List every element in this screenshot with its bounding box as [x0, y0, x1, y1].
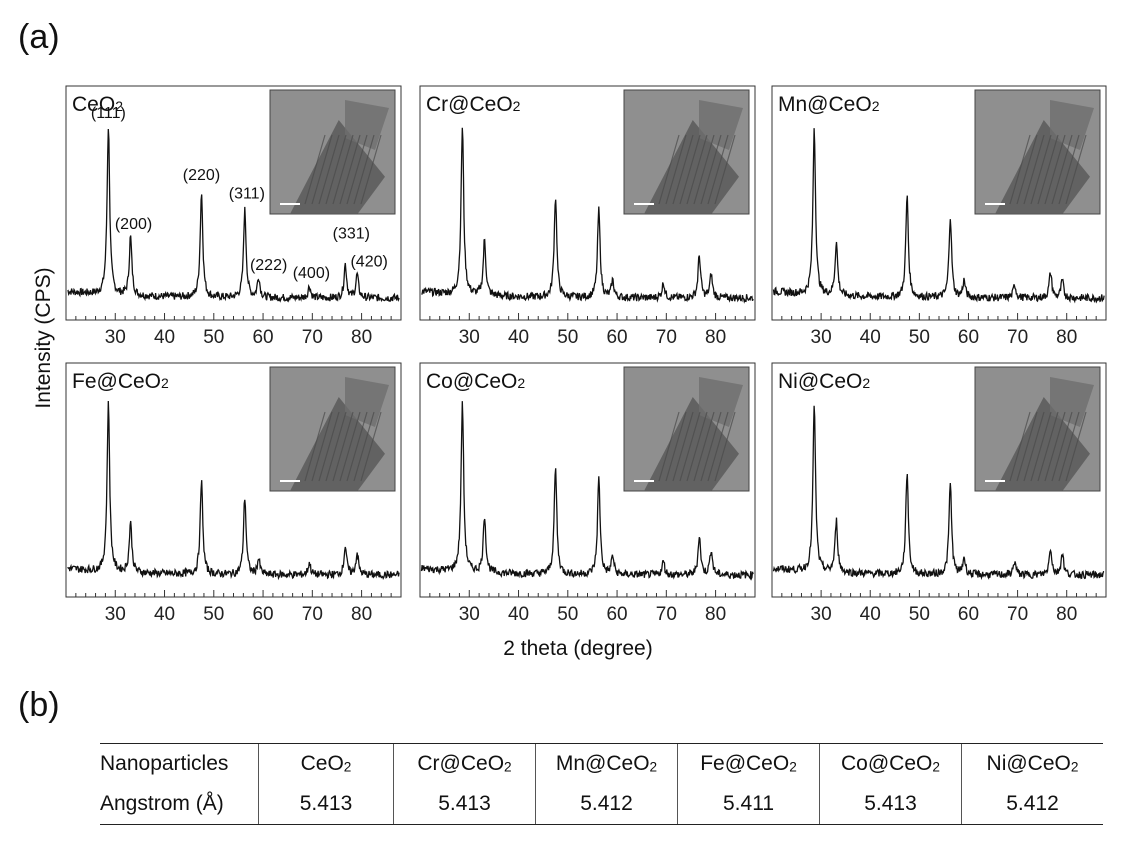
- x-tick-label: 50: [203, 327, 224, 348]
- xrd-trace: [420, 401, 754, 581]
- x-tick-label: 40: [154, 327, 175, 348]
- x-tick-label: 70: [1007, 327, 1028, 348]
- x-tick-label: 30: [105, 327, 126, 348]
- x-tick-label: 30: [105, 604, 126, 625]
- table-row: Angstrom (Å) 5.413 5.413 5.412 5.411 5.413 5.4…: [100, 784, 1103, 825]
- x-tick-label: 50: [557, 604, 578, 625]
- x-tick-label: 30: [459, 327, 480, 348]
- xrd-panel-co-at-ceo2: 30 40 50 60 70 80 Co@CeO2: [419, 362, 756, 625]
- x-tick-label: 50: [909, 604, 930, 625]
- x-tick-label: 50: [203, 604, 224, 625]
- y-axis-title: Intensity (CPS): [32, 267, 55, 408]
- sample-label: Cr@CeO2: [426, 93, 521, 116]
- x-tick-label: 40: [154, 604, 175, 625]
- tem-inset-image: [269, 89, 396, 215]
- xrd-panel-mn-at-ceo2: 30 40 50 60 70 80 Mn@CeO2: [771, 85, 1107, 348]
- xrd-trace: [421, 127, 754, 304]
- table-cell: CeO2: [258, 743, 394, 784]
- xrd-panel-ni-at-ceo2: 30 40 50 60 70 80 Ni@CeO2: [771, 362, 1107, 625]
- x-tick-label: 50: [909, 327, 930, 348]
- tem-inset-image: [974, 89, 1101, 215]
- x-tick-label: 80: [1056, 327, 1077, 348]
- x-tick-label: 80: [705, 604, 726, 625]
- table-cell: 5.411: [677, 784, 820, 825]
- sample-label: Mn@CeO2: [778, 93, 880, 116]
- x-tick-label: 40: [508, 604, 529, 625]
- x-tick-label: 80: [351, 327, 372, 348]
- x-tick-label: 40: [508, 327, 529, 348]
- table-cell: Cr@CeO2: [393, 743, 536, 784]
- sample-label: CeO2: [72, 93, 123, 116]
- x-tick-label: 80: [351, 604, 372, 625]
- x-tick-label: 60: [606, 327, 627, 348]
- sample-label: Co@CeO2: [426, 370, 525, 393]
- x-tick-label: 60: [958, 604, 979, 625]
- x-tick-label: 60: [958, 327, 979, 348]
- table-header-row: Nanoparticles CeO2 Cr@CeO2 Mn@CeO2 Fe@CeO2 Co…: [100, 743, 1103, 784]
- table-cell: 5.413: [393, 784, 536, 825]
- tem-inset-image: [269, 366, 396, 492]
- x-axis-title: 2 theta (degree): [503, 637, 652, 660]
- x-tick-label: 50: [557, 327, 578, 348]
- tem-inset-image: [623, 89, 750, 215]
- x-tick-label: 70: [656, 604, 677, 625]
- table-cell: 5.412: [961, 784, 1103, 825]
- table-cell: Angstrom (Å): [100, 784, 259, 825]
- x-tick-label: 80: [1056, 604, 1077, 625]
- miller-index-label: (331): [333, 225, 370, 242]
- xrd-figure: 30 40 50 60 70 80 CeO2(111) (200) (220) (311) (222…: [32, 85, 1107, 660]
- xrd-panel-ceo2: 30 40 50 60 70 80 CeO2(111) (200) (220) (311) (222…: [65, 85, 402, 348]
- table-cell: Fe@CeO2: [677, 743, 820, 784]
- x-tick-label: 40: [860, 327, 881, 348]
- panel-label-a: (a): [18, 18, 60, 56]
- x-tick-label: 30: [811, 604, 832, 625]
- x-tick-label: 70: [302, 327, 323, 348]
- table-cell: 5.413: [258, 784, 394, 825]
- lattice-table: Nanoparticles CeO2 Cr@CeO2 Mn@CeO2 Fe@CeO2 Co…: [100, 743, 1103, 825]
- x-tick-label: 80: [705, 327, 726, 348]
- x-tick-label: 70: [1007, 604, 1028, 625]
- table-cell: 5.413: [819, 784, 962, 825]
- table-cell: 5.412: [535, 784, 678, 825]
- miller-index-label: (222): [250, 257, 287, 274]
- table-cell: Mn@CeO2: [535, 743, 678, 784]
- table-cell: Nanoparticles: [100, 743, 259, 784]
- xrd-trace: [772, 405, 1105, 581]
- table-cell: Co@CeO2: [819, 743, 962, 784]
- x-tick-label: 60: [252, 327, 273, 348]
- tem-inset-image: [974, 366, 1101, 492]
- miller-index-label: (400): [293, 265, 330, 282]
- x-tick-label: 70: [302, 604, 323, 625]
- xrd-trace: [67, 128, 400, 303]
- miller-index-label: (220): [183, 167, 220, 184]
- panel-label-b: (b): [18, 686, 60, 724]
- x-tick-label: 30: [459, 604, 480, 625]
- x-tick-label: 70: [656, 327, 677, 348]
- sample-label: Ni@CeO2: [778, 370, 870, 393]
- x-tick-label: 60: [606, 604, 627, 625]
- sample-label: Fe@CeO2: [72, 370, 169, 393]
- xrd-panel-cr-at-ceo2: 30 40 50 60 70 80 Cr@CeO2: [419, 85, 756, 348]
- miller-index-label: (111): [91, 105, 126, 122]
- x-tick-label: 40: [860, 604, 881, 625]
- x-tick-label: 30: [811, 327, 832, 348]
- xrd-trace: [67, 400, 400, 581]
- xrd-panel-fe-at-ceo2: 30 40 50 60 70 80 Fe@CeO2: [65, 362, 402, 625]
- miller-index-label: (200): [115, 216, 152, 233]
- table-cell: Ni@CeO2: [961, 743, 1103, 784]
- tem-inset-image: [623, 366, 750, 492]
- xrd-trace: [772, 128, 1105, 304]
- x-tick-label: 60: [252, 604, 273, 625]
- miller-index-label: (420): [350, 253, 387, 270]
- miller-index-label: (311): [229, 186, 265, 203]
